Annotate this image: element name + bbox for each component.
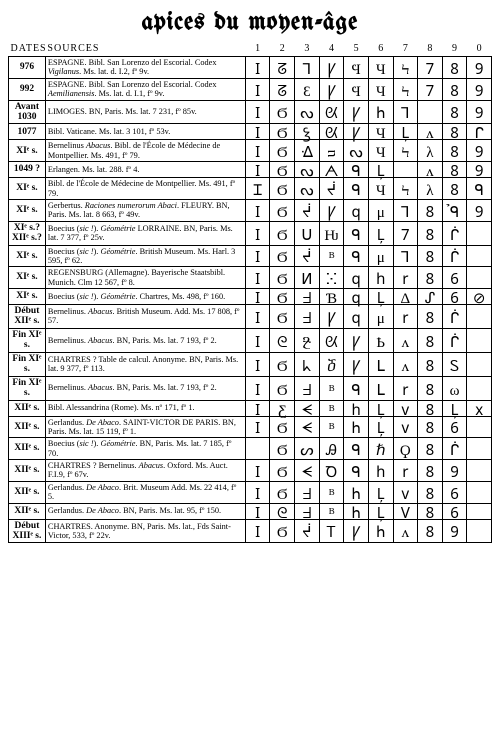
source-cell: CHARTRES. Anonyme. BN, Paris. Ms. lat., … bbox=[45, 519, 245, 543]
date-cell: 976 bbox=[9, 57, 46, 79]
symbol-cell: 8 bbox=[418, 519, 443, 543]
date-cell: XIᵉ s. bbox=[9, 178, 46, 200]
date-cell: XIIᵉ s. bbox=[9, 416, 46, 438]
page-title: apices du moyen-âge bbox=[8, 10, 492, 36]
table-row: Début XIIᵉ s.Bernelinus. Abacus. British… bbox=[9, 305, 492, 329]
source-cell: Bernelinus. Abacus. British Museum. Add.… bbox=[45, 305, 245, 329]
source-cell: Gerlandus. De Abaco. Brit. Museum Add. M… bbox=[45, 481, 245, 503]
date-cell: Fin XIᵉ s. bbox=[9, 352, 46, 376]
source-cell: ESPAGNE. Bibl. San Lorenzo del Escorial.… bbox=[45, 78, 245, 100]
table-row: 992ESPAGNE. Bibl. San Lorenzo del Escori… bbox=[9, 78, 492, 100]
date-cell: XIIᵉ s. bbox=[9, 400, 46, 416]
date-cell: XIᵉ s.? XIIᵉ s.? bbox=[9, 221, 46, 245]
table-row: Début XIIIᵉ s.CHARTRES. Anonyme. BN, Par… bbox=[9, 519, 492, 543]
table-row: XIᵉ s.Gerbertus. Raciones numerorum Abac… bbox=[9, 199, 492, 221]
date-cell: XIIᵉ s. bbox=[9, 481, 46, 503]
symbol-cell: 9 bbox=[467, 199, 492, 221]
source-cell: Boecius (sic !). Géométrie LORRAINE. BN,… bbox=[45, 221, 245, 245]
date-cell: Fin XIᵉ s. bbox=[9, 376, 46, 400]
source-cell: Bernelinus. Abacus. BN, Paris. Ms. lat. … bbox=[45, 328, 245, 352]
table-row: 976ESPAGNE. Bibl. San Lorenzo del Escori… bbox=[9, 57, 492, 79]
source-cell: ESPAGNE. Bibl. San Lorenzo del Escorial.… bbox=[45, 57, 245, 79]
source-cell: Boecius (sic !). Géométrie. British Muse… bbox=[45, 245, 245, 267]
table-row: 1077Bibl. Vaticane. Ms. lat. 3 101, fº 5… bbox=[9, 124, 492, 140]
table-row: Avant 1030LIMOGES. BN, Paris. Ms. lat. 7… bbox=[9, 100, 492, 124]
symbol-cell: 9 bbox=[442, 519, 467, 543]
table-row: XIIᵉ s.Gerlandus. De Abaco. Brit. Museum… bbox=[9, 481, 492, 503]
table-row: Fin XIᵉ s.CHARTRES ? Table de calcul. An… bbox=[9, 352, 492, 376]
symbol-cell: Ꭲ bbox=[319, 519, 344, 543]
symbol-cell bbox=[467, 328, 492, 352]
source-cell: Erlangen. Ms. lat. 288. fº 4. bbox=[45, 162, 245, 178]
date-cell: 1077 bbox=[9, 124, 46, 140]
date-cell: Avant 1030 bbox=[9, 100, 46, 124]
date-cell: Début XIIIᵉ s. bbox=[9, 519, 46, 543]
symbol-cell bbox=[467, 460, 492, 482]
source-cell: Boecius (sic !). Géométrie. BN, Paris. M… bbox=[45, 438, 245, 460]
symbol-cell bbox=[467, 503, 492, 519]
table-row: XIIᵉ s.Boecius (sic !). Géométrie. BN, P… bbox=[9, 438, 492, 460]
table-row: XIᵉ s.REGENSBURG (Allemagne). Bayerische… bbox=[9, 267, 492, 289]
table-row: 1049 ?Erlangen. Ms. lat. 288. fº 4.IϬᔓᗅᑫ… bbox=[9, 162, 492, 178]
table-row: XIIᵉ s.CHARTRES ? Bernelinus. Abacus. Ox… bbox=[9, 460, 492, 482]
table-row: XIᵉ s.Boecius (sic !). Géométrie. Britis… bbox=[9, 245, 492, 267]
source-cell: LIMOGES. BN, Paris. Ms. lat. 7 231, fº 8… bbox=[45, 100, 245, 124]
source-cell: REGENSBURG (Allemagne). Bayerische Staat… bbox=[45, 267, 245, 289]
symbol-cell bbox=[467, 481, 492, 503]
symbol-cell: ⊘ bbox=[467, 289, 492, 305]
date-cell: XIIᵉ s. bbox=[9, 460, 46, 482]
table-row: Fin XIᵉ s.Bernelinus. Abacus. BN, Paris.… bbox=[9, 376, 492, 400]
symbol-cell: ᔫ bbox=[295, 519, 320, 543]
date-cell: 1049 ? bbox=[9, 162, 46, 178]
source-cell: CHARTRES ? Table de calcul. Anonyme. BN,… bbox=[45, 352, 245, 376]
header-dates: DATES bbox=[9, 42, 46, 57]
source-cell: Bibl. de l'École de Médecine de Montpell… bbox=[45, 178, 245, 200]
source-cell: Bibl. Vaticane. Ms. lat. 3 101, fº 53v. bbox=[45, 124, 245, 140]
symbol-cell bbox=[467, 519, 492, 543]
symbol-cell: հ bbox=[368, 519, 393, 543]
table-header: DATES SOURCES 1 2 3 4 5 6 7 8 9 0 bbox=[9, 42, 492, 57]
table-row: XIᵉ s.Bernelinus Abacus. Bibl. de l'Écol… bbox=[9, 140, 492, 162]
date-cell: XIIᵉ s. bbox=[9, 438, 46, 460]
date-cell: XIᵉ s. bbox=[9, 140, 46, 162]
symbol-cell: Ϭ bbox=[270, 519, 295, 543]
table-row: XIᵉ s.Bibl. de l'École de Médecine de Mo… bbox=[9, 178, 492, 200]
date-cell: XIIᵉ s. bbox=[9, 503, 46, 519]
symbol-cell: Ϟ bbox=[393, 140, 418, 162]
date-cell: XIᵉ s. bbox=[9, 199, 46, 221]
symbol-cell: ᴧ bbox=[393, 519, 418, 543]
header-sources: SOURCES bbox=[45, 42, 245, 57]
source-cell: Gerlandus. De Abaco. SAINT-VICTOR DE PAR… bbox=[45, 416, 245, 438]
date-cell: XIᵉ s. bbox=[9, 267, 46, 289]
source-cell: Gerlandus. De Abaco. BN, Paris. Ms. lat.… bbox=[45, 503, 245, 519]
source-cell: Boecius (sic !). Géométrie. Chartres, Ms… bbox=[45, 289, 245, 305]
date-cell: 992 bbox=[9, 78, 46, 100]
table-row: Fin XIᵉ s.Bernelinus. Abacus. BN, Paris.… bbox=[9, 328, 492, 352]
table-row: XIIᵉ s.Gerlandus. De Abaco. BN, Paris. M… bbox=[9, 503, 492, 519]
source-cell: Bibl. Alessandrina (Rome). Ms. nº 171, f… bbox=[45, 400, 245, 416]
source-cell: Bernelinus. Abacus. BN, Paris. Ms. lat. … bbox=[45, 376, 245, 400]
symbol-cell bbox=[467, 245, 492, 267]
date-cell: XIᵉ s. bbox=[9, 245, 46, 267]
source-cell: Bernelinus Abacus. Bibl. de l'École de M… bbox=[45, 140, 245, 162]
source-cell: CHARTRES ? Bernelinus. Abacus. Oxford. M… bbox=[45, 460, 245, 482]
date-cell: Fin XIᵉ s. bbox=[9, 328, 46, 352]
table-row: XIIᵉ s.Gerlandus. De Abaco. SAINT-VICTOR… bbox=[9, 416, 492, 438]
table-row: XIIᵉ s.Bibl. Alessandrina (Rome). Ms. nº… bbox=[9, 400, 492, 416]
table-row: XIᵉ s.? XIIᵉ s.?Boecius (sic !). Géométr… bbox=[9, 221, 492, 245]
date-cell: Début XIIᵉ s. bbox=[9, 305, 46, 329]
symbol-cell: I bbox=[245, 416, 270, 438]
symbol-cell: x bbox=[467, 400, 492, 416]
symbol-cell: I bbox=[245, 519, 270, 543]
symbol-cell: 7 bbox=[418, 78, 443, 100]
apices-table: DATES SOURCES 1 2 3 4 5 6 7 8 9 0 976ESP… bbox=[8, 42, 492, 543]
symbol-cell bbox=[467, 438, 492, 460]
source-cell: Gerbertus. Raciones numerorum Abaci. FLE… bbox=[45, 199, 245, 221]
symbol-cell bbox=[467, 352, 492, 376]
symbol-cell: Ꝩ bbox=[344, 519, 369, 543]
table-row: XIᵉ s.Boecius (sic !). Géométrie. Chartr… bbox=[9, 289, 492, 305]
date-cell: XIᵉ s. bbox=[9, 289, 46, 305]
table-body: 976ESPAGNE. Bibl. San Lorenzo del Escori… bbox=[9, 57, 492, 543]
